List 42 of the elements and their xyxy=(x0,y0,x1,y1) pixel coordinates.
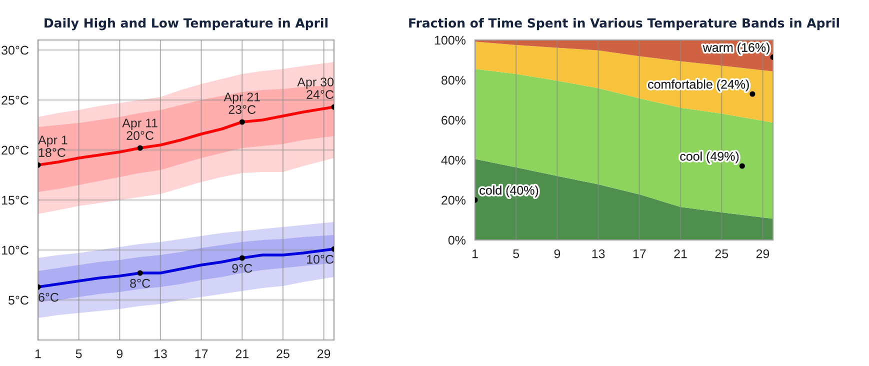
x-tick-label: 1 xyxy=(472,249,478,258)
annotation: Apr 21 23°C xyxy=(224,92,260,114)
y-tick-label: 100% xyxy=(434,36,466,45)
chart-title: Daily High and Low Temperature in April xyxy=(44,18,328,30)
annotation: comfortable (24%) xyxy=(648,80,749,92)
y-tick-label: 30°C xyxy=(2,46,28,55)
y-tick-label: 10°C xyxy=(2,246,28,255)
annotation: cool (49%) xyxy=(680,152,739,164)
annotation: cold (40%) xyxy=(480,186,538,198)
x-tick-label: 29 xyxy=(317,349,330,358)
y-tick-label: 20% xyxy=(442,196,466,205)
x-tick-label: 21 xyxy=(674,249,687,258)
x-tick-label: 25 xyxy=(715,249,728,258)
y-tick-label: 25°C xyxy=(2,96,28,105)
annotation: 9°C xyxy=(232,264,252,273)
annotation: Apr 30 24°C xyxy=(297,78,334,99)
y-tick-label: 0% xyxy=(448,236,466,245)
chart-title: Fraction of Time Spent in Various Temperature Bands in April xyxy=(409,18,839,30)
x-tick-label: 29 xyxy=(756,249,770,258)
x-tick-label: 17 xyxy=(195,349,208,358)
x-tick-label: 5 xyxy=(513,249,520,258)
x-tick-label: 21 xyxy=(236,349,248,358)
x-tick-label: 25 xyxy=(276,349,290,358)
annotation: Apr 11 20°C xyxy=(122,118,158,140)
y-tick-label: 40% xyxy=(441,156,466,165)
annotation: Apr 1 18°C xyxy=(38,136,68,157)
x-tick-label: 5 xyxy=(76,349,82,358)
x-tick-label: 17 xyxy=(633,249,646,258)
annotation: 6°C xyxy=(38,292,58,302)
y-tick-label: 20°C xyxy=(2,146,28,155)
x-tick-label: 1 xyxy=(35,349,41,358)
annotation: warm (16%) xyxy=(702,42,770,54)
x-tick-label: 13 xyxy=(592,249,605,258)
x-tick-label: 13 xyxy=(154,349,167,358)
x-tick-label: 9 xyxy=(554,249,560,258)
x-tick-label: 9 xyxy=(116,349,123,358)
annotation: 8°C xyxy=(130,278,150,288)
y-tick-label: 60% xyxy=(442,116,466,125)
y-tick-label: 80% xyxy=(442,76,466,85)
y-tick-label: 5°C xyxy=(8,296,28,305)
annotation: 10°C xyxy=(307,254,334,264)
y-tick-label: 15°C xyxy=(2,196,28,205)
